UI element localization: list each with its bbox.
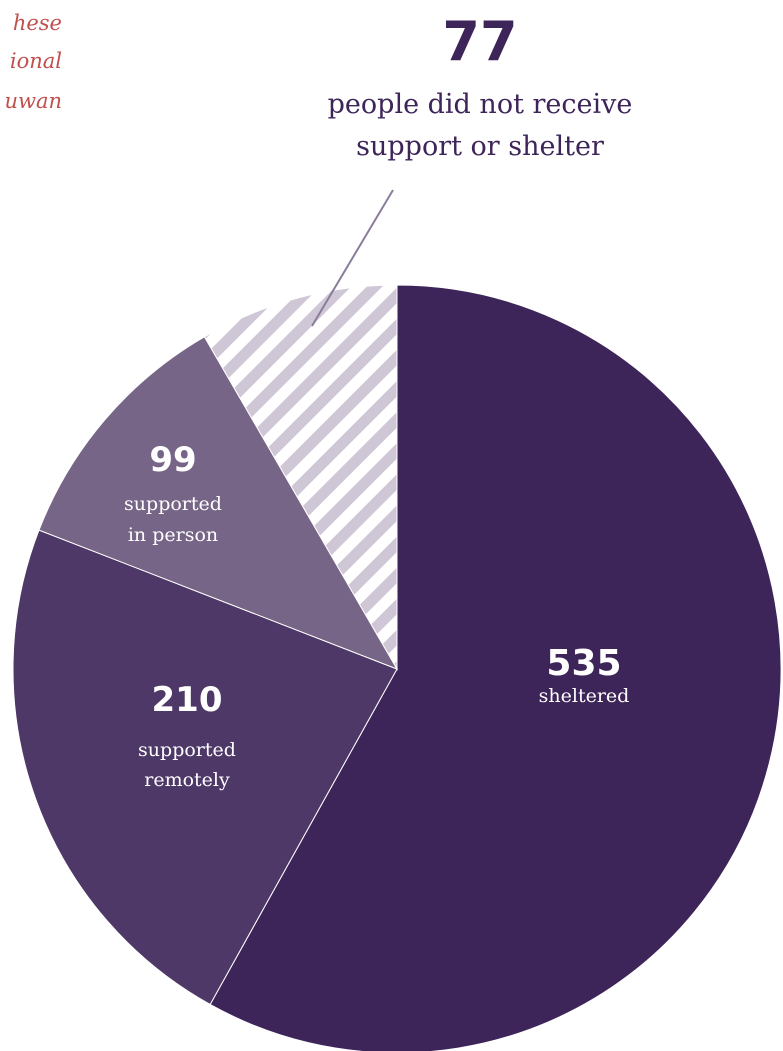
pie-slice-none	[203, 284, 398, 671]
pie-slice-remote	[12, 529, 398, 1006]
callout-text-line-1: people did not receive	[328, 89, 633, 120]
intro-text-line-2: ional	[10, 49, 62, 73]
callout-text-line-2: support or shelter	[356, 131, 604, 162]
callout-leader-line	[311, 189, 394, 327]
pie-slice-in-person	[38, 336, 399, 670]
in-person-label-line-2: in person	[128, 524, 218, 546]
sheltered-value: 535	[546, 643, 621, 684]
remote-label-line-2: remotely	[144, 769, 230, 791]
remote-value: 210	[152, 680, 223, 720]
remote-label-line-1: supported	[138, 739, 236, 761]
intro-text-line-1: hese	[13, 11, 62, 35]
in-person-label-line-1: supported	[124, 493, 222, 515]
in-person-value: 99	[149, 440, 196, 480]
pie-slices	[12, 284, 782, 1051]
callout-value: 77	[442, 10, 517, 73]
pie-slice-sheltered	[209, 284, 782, 1051]
sheltered-label: sheltered	[539, 685, 630, 707]
intro-text-line-3: uwan	[4, 89, 62, 113]
